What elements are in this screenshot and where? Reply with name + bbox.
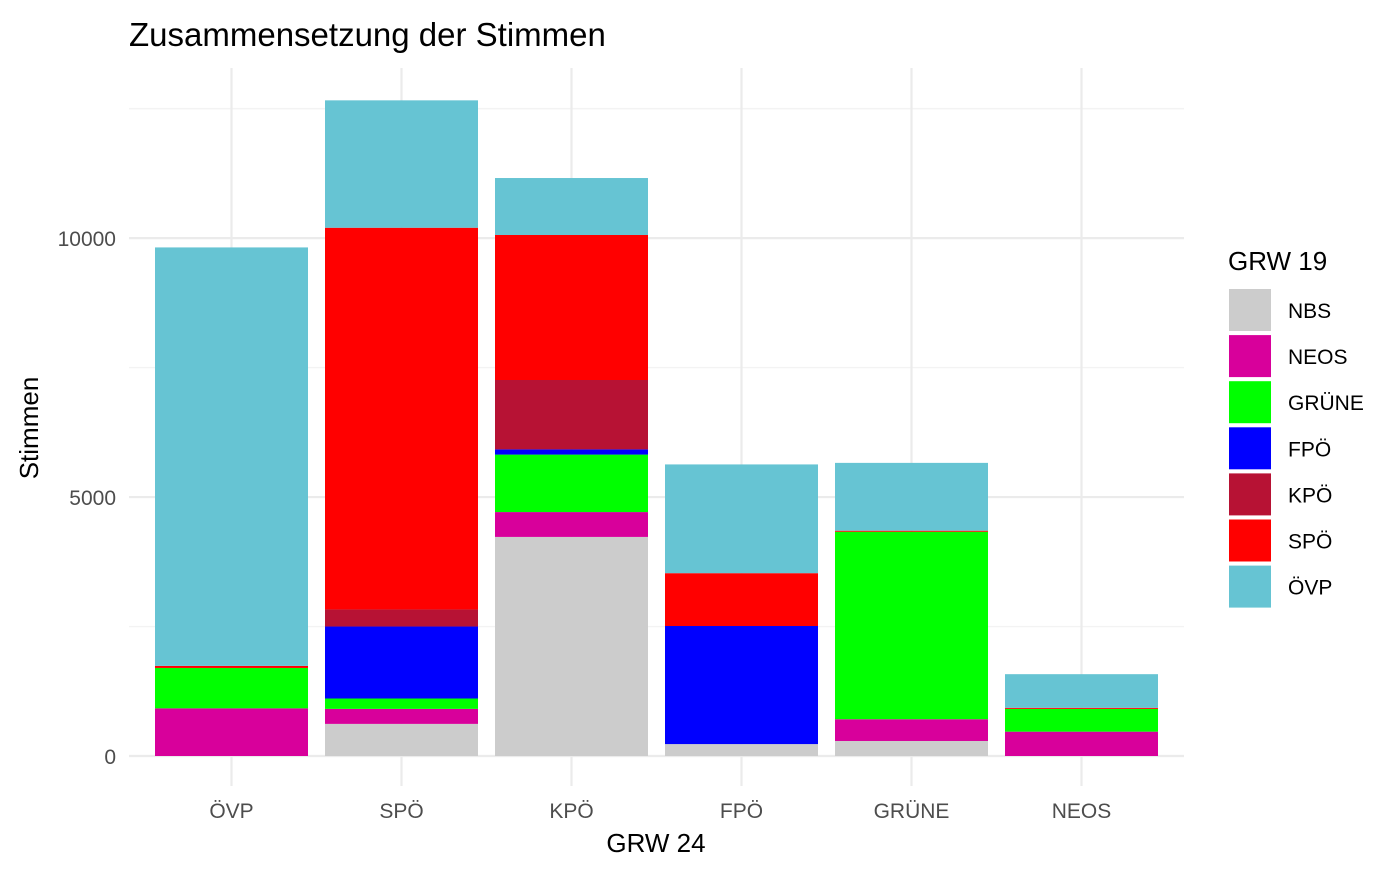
x-tick-label: ÖVP [209,800,253,823]
legend-key [1229,565,1271,608]
bar-segment [1005,708,1158,732]
bar-segment [835,531,988,720]
bar-segment [835,740,988,756]
chart-title: Zusammensetzung der Stimmen [129,16,606,53]
y-tick-labels: 0 5000 10000 [58,228,116,769]
bar-segment [1005,707,1158,709]
bar-segment [665,626,818,745]
bar-segment [495,234,648,381]
y-tick-label: 10000 [58,228,116,251]
bar-segment [325,723,478,756]
bar-segment [835,719,988,741]
bar-segment [155,247,308,666]
bar-segment [325,626,478,699]
bar-segment [495,178,648,235]
bar-segment [835,462,988,531]
legend-key [1229,381,1271,424]
bar-segment [155,708,308,756]
y-tick-label: 0 [104,746,116,769]
x-tick-label: GRÜNE [874,800,950,823]
legend-label: NBS [1288,300,1331,323]
legend-key [1229,519,1271,562]
bar-segment [835,530,988,532]
bar-segment [325,708,478,724]
legend-label: SPÖ [1288,531,1332,554]
bars-layer [155,100,1158,756]
legend-key [1229,289,1271,331]
bar-segment [665,464,818,574]
bar-segment [1005,731,1158,756]
legend-label: FPÖ [1288,438,1331,461]
bar-segment [665,573,818,627]
legend-title: GRW 19 [1228,246,1327,276]
bar-segment [1005,674,1158,708]
bar-segment [495,536,648,756]
legend-label: ÖVP [1288,577,1332,600]
bar-segment [495,380,648,450]
legend: GRW 19 NBS NEOS GRÜNE FPÖ KPÖ SPÖ ÖVP [1228,246,1364,608]
bar-segment [325,609,478,627]
legend-items: NBS NEOS GRÜNE FPÖ KPÖ SPÖ ÖVP [1229,289,1364,608]
x-tick-label: NEOS [1052,800,1112,823]
bar-segment [325,227,478,610]
legend-label: KPÖ [1288,484,1332,507]
bar-segment [155,667,308,709]
legend-key [1229,427,1271,470]
bar-segment [495,454,648,513]
legend-key [1229,335,1271,378]
x-axis-title: GRW 24 [606,828,705,858]
x-tick-label: KPÖ [549,800,593,823]
bar-segment [495,512,648,537]
y-tick-label: 5000 [69,487,116,510]
x-tick-labels: ÖVP SPÖ KPÖ FPÖ GRÜNE NEOS [209,800,1111,823]
y-axis-title: Stimmen [14,377,44,480]
x-tick-label: FPÖ [720,800,763,823]
legend-key [1229,473,1271,516]
bar-segment [495,449,648,455]
bar-segment [325,698,478,709]
x-tick-label: SPÖ [379,800,423,823]
bar-segment [325,100,478,228]
legend-label: GRÜNE [1288,392,1364,415]
bar-segment [155,665,308,668]
bar-segment [665,744,818,756]
legend-label: NEOS [1288,346,1348,369]
